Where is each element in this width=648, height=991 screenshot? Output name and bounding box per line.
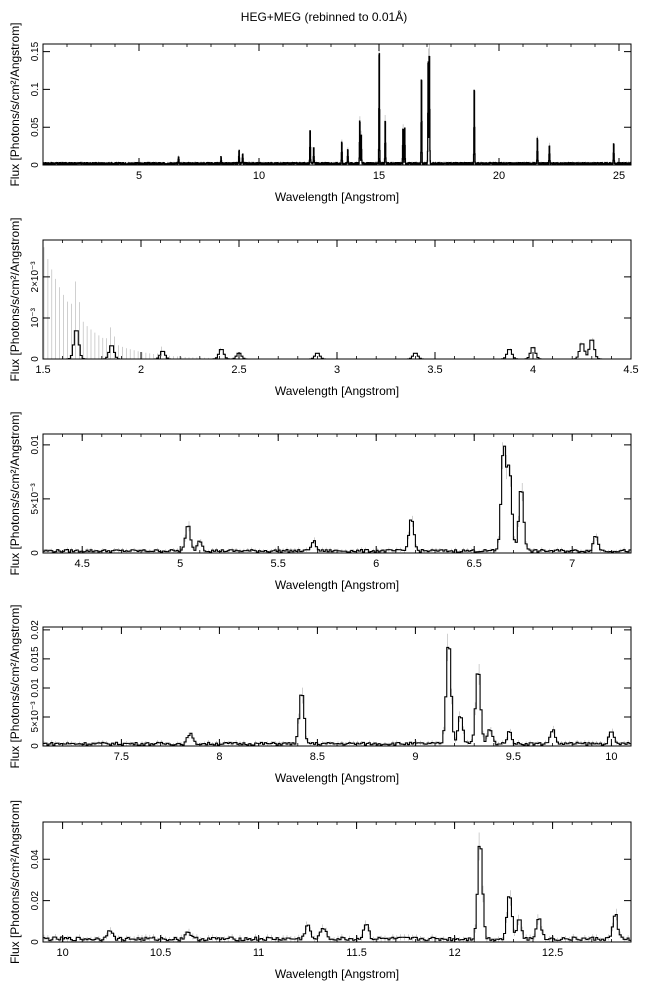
y-tick-label: 5×10⁻³ xyxy=(30,701,41,733)
x-minor-ticks xyxy=(42,434,632,553)
y-tick-label: 5×10⁻³ xyxy=(30,483,41,515)
x-tick-label: 10 xyxy=(605,751,617,763)
x-tick-label: 7.5 xyxy=(114,751,129,763)
error-bars xyxy=(43,633,629,746)
chart-panel: 10 10.5 11 11.5 12 12.5 0 0.02 0.04 Wavelength [A… xyxy=(8,800,632,981)
plot-frame xyxy=(42,821,632,943)
y-tick-label: 0.02 xyxy=(30,890,41,910)
x-tick-label: 20 xyxy=(493,170,505,182)
y-axis-label: Flux [Photons/s/cm²/Angstrom] xyxy=(8,22,22,186)
y-tick-label: 0.01 xyxy=(30,435,41,455)
y-axis-label: Flux [Photons/s/cm²/Angstrom] xyxy=(8,217,22,381)
spectrum-series xyxy=(43,646,631,746)
y-tick-label: 0.04 xyxy=(30,849,41,869)
x-minor-ticks xyxy=(42,240,632,359)
y-axis-label: Flux [Photons/s/cm²/Angstrom] xyxy=(8,411,22,575)
x-minor-ticks xyxy=(42,44,620,165)
error-bar xyxy=(43,247,597,359)
y-tick-label: 2×10⁻³ xyxy=(30,261,41,293)
x-tick-label: 11.5 xyxy=(346,947,367,959)
chart-panel: 7.5 8 8.5 9 9.5 10 0 5×10⁻³ 0.01 0.015 0.02 Wavelen… xyxy=(8,604,632,785)
x-tick-label: 9.5 xyxy=(506,751,521,763)
x-tick-label: 5.5 xyxy=(271,558,286,570)
x-tick-label: 4.5 xyxy=(623,364,638,376)
x-tick-label: 8 xyxy=(216,751,222,763)
x-tick-label: 7 xyxy=(569,558,575,570)
x-tick-label: 15 xyxy=(373,170,385,182)
x-tick-label: 12 xyxy=(448,947,460,959)
y-tick-label: 0.05 xyxy=(30,117,41,137)
x-tick-label: 2 xyxy=(138,364,144,376)
x-tick-label: 1.5 xyxy=(35,364,50,376)
error-bars xyxy=(42,44,631,165)
x-tick-label: 2.5 xyxy=(231,364,246,376)
x-tick-label: 4.5 xyxy=(75,558,90,570)
plot-frame xyxy=(42,433,632,554)
x-minor-ticks xyxy=(42,822,632,942)
error-bars xyxy=(43,442,629,553)
y-tick-label: 0.015 xyxy=(30,646,41,671)
spectrum-series xyxy=(43,445,631,553)
x-tick-label: 10 xyxy=(56,947,68,959)
chart-panel: 5 10 15 20 25 0 0.05 0.1 0.15 Wavelength [Angstro… xyxy=(8,22,632,204)
x-tick-label: 8.5 xyxy=(310,751,325,763)
x-tick-label: 11 xyxy=(253,947,264,959)
x-minor-ticks xyxy=(42,627,632,746)
y-tick-label: 0.15 xyxy=(30,41,41,61)
x-tick-label: 10.5 xyxy=(150,947,171,959)
error-bar xyxy=(43,633,629,746)
x-axis-label: Wavelength [Angstrom] xyxy=(275,967,399,981)
x-tick-label: 3.5 xyxy=(427,364,442,376)
y-tick-label: 0 xyxy=(30,356,41,362)
y-tick-label: 0 xyxy=(30,939,41,945)
spectrum-series xyxy=(43,845,631,942)
x-tick-label: 25 xyxy=(613,170,625,182)
error-bar xyxy=(43,442,629,553)
x-axis-label: Wavelength [Angstrom] xyxy=(275,578,399,592)
error-bar xyxy=(42,44,631,165)
x-axis-label: Wavelength [Angstrom] xyxy=(275,771,399,785)
y-tick-label: 0 xyxy=(30,162,41,168)
y-tick-label: 10⁻³ xyxy=(30,307,41,327)
y-tick-label: 0 xyxy=(30,550,41,556)
page-title: HEG+MEG (rebinned to 0.01Å) xyxy=(240,10,408,24)
x-tick-label: 5 xyxy=(177,558,183,570)
plot-frame xyxy=(42,626,632,747)
plot-frame xyxy=(42,239,632,360)
x-tick-label: 6 xyxy=(373,558,379,570)
y-axis-label: Flux [Photons/s/cm²/Angstrom] xyxy=(8,800,22,964)
x-axis-label: Wavelength [Angstrom] xyxy=(275,384,399,398)
spectrum-series xyxy=(42,53,632,166)
x-tick-label: 12.5 xyxy=(542,947,563,959)
x-tick-label: 4 xyxy=(530,364,536,376)
x-axis-label: Wavelength [Angstrom] xyxy=(275,190,399,204)
y-tick-label: 0 xyxy=(30,743,41,749)
x-tick-label: 6.5 xyxy=(467,558,482,570)
y-axis-label: Flux [Photons/s/cm²/Angstrom] xyxy=(8,604,22,768)
x-tick-label: 9 xyxy=(412,751,418,763)
chart-panel: 1.5 2 2.5 3 3.5 4 4.5 0 10⁻³ 2×10⁻³ Wavelength [An… xyxy=(8,217,639,398)
x-tick-label: 3 xyxy=(334,364,340,376)
y-tick-label: 0.1 xyxy=(30,82,41,96)
x-tick-label: 5 xyxy=(136,170,142,182)
chart-panel: 4.5 5 5.5 6 6.5 7 0 5×10⁻³ 0.01 Wavelength [Angst… xyxy=(8,411,632,592)
error-bars xyxy=(43,247,597,359)
y-tick-label: 0.01 xyxy=(30,678,41,698)
y-tick-label: 0.02 xyxy=(30,620,41,640)
x-tick-label: 10 xyxy=(253,170,265,182)
plot-frame xyxy=(42,43,632,166)
